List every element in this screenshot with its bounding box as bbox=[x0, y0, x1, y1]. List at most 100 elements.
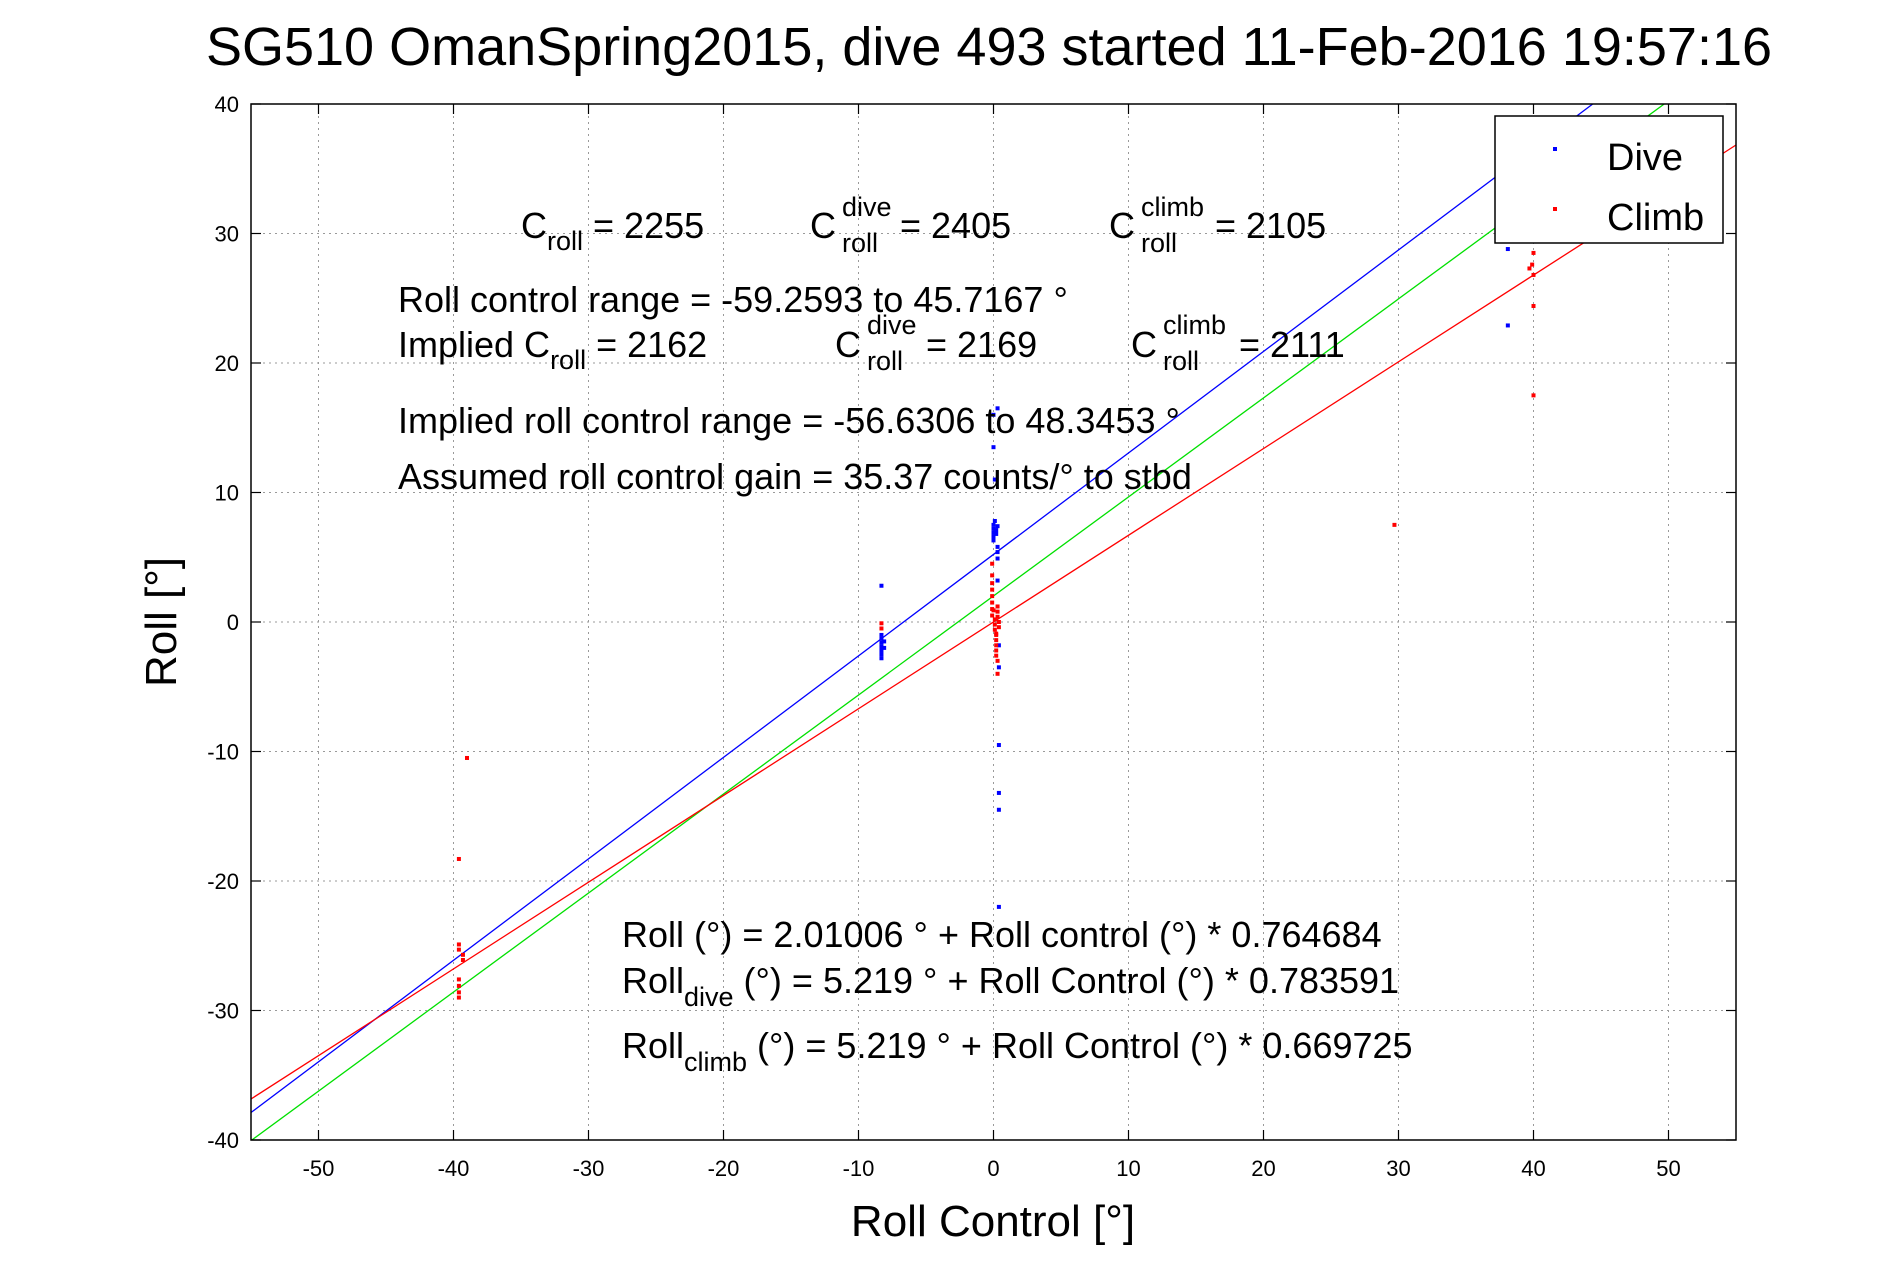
data-point bbox=[996, 643, 1001, 648]
data-point bbox=[990, 600, 995, 605]
data-points bbox=[456, 247, 1536, 1000]
legend-climb-marker bbox=[1553, 207, 1557, 211]
annotation-fit-dive-sub: dive bbox=[684, 982, 734, 1012]
data-point bbox=[456, 942, 461, 947]
data-point bbox=[991, 538, 996, 543]
series-climb bbox=[456, 250, 1536, 1000]
data-point bbox=[992, 518, 997, 523]
data-point bbox=[1531, 250, 1536, 255]
data-point bbox=[994, 653, 999, 658]
data-point bbox=[996, 743, 1001, 748]
data-point bbox=[456, 983, 461, 988]
x-tick-label: -10 bbox=[843, 1156, 875, 1181]
annotation-implied-c-roll-sub: roll bbox=[550, 345, 586, 375]
data-point bbox=[995, 658, 1000, 663]
data-point bbox=[1531, 304, 1536, 309]
annotation-implied-c-roll-text: = 2162 bbox=[586, 324, 707, 365]
series-dive bbox=[879, 247, 1510, 909]
y-tick-label: -30 bbox=[207, 999, 239, 1024]
data-point bbox=[990, 573, 995, 578]
x-tick-label: -20 bbox=[708, 1156, 740, 1181]
x-tick-label: 40 bbox=[1521, 1156, 1545, 1181]
data-point bbox=[992, 622, 997, 627]
data-point bbox=[990, 594, 995, 599]
y-tick-label: 30 bbox=[215, 222, 239, 247]
data-point bbox=[460, 952, 465, 957]
data-point bbox=[879, 640, 884, 645]
data-point bbox=[1527, 266, 1532, 271]
data-point bbox=[995, 406, 1000, 411]
x-tick-labels: -50 -40 -30 -20 -10 0 10 20 30 40 50 bbox=[303, 1156, 1681, 1181]
x-tick-label: 10 bbox=[1116, 1156, 1140, 1181]
annotation-implied-c-roll-dive-sup: dive bbox=[867, 310, 917, 340]
fit-line bbox=[250, 144, 1737, 1100]
data-point bbox=[990, 581, 995, 586]
y-tick-label: 10 bbox=[215, 481, 239, 506]
annotation-implied-c-roll-dive-main: C bbox=[835, 324, 861, 365]
data-point bbox=[882, 645, 887, 650]
y-tick-labels: -40 -30 -20 -10 0 10 20 30 40 bbox=[207, 92, 239, 1153]
data-point bbox=[995, 609, 1000, 614]
data-point bbox=[992, 477, 997, 482]
annotation-implied-c-roll-climb-sub: roll bbox=[1163, 346, 1199, 376]
plot-area bbox=[250, 103, 1737, 1141]
x-tick-label: 20 bbox=[1251, 1156, 1275, 1181]
annotation-fit-climb-sub: climb bbox=[684, 1047, 747, 1077]
data-point bbox=[456, 995, 461, 1000]
fit-line bbox=[251, 103, 1665, 1141]
annotation-c-roll: Croll = 2255 bbox=[521, 205, 704, 256]
legend-box bbox=[1494, 115, 1724, 244]
data-point bbox=[991, 530, 996, 535]
annotation-c-roll-main: C bbox=[521, 205, 547, 246]
data-point bbox=[879, 632, 884, 637]
data-point bbox=[879, 621, 884, 626]
data-point bbox=[991, 522, 996, 527]
data-point bbox=[879, 648, 884, 653]
annotation-c-roll-text: = 2255 bbox=[583, 205, 704, 246]
annotation-c-roll-dive-text: = 2405 bbox=[900, 205, 1011, 246]
data-point bbox=[456, 990, 461, 995]
annotation-c-roll-climb-sup: climb bbox=[1141, 192, 1204, 222]
legend-dive-label: Dive bbox=[1607, 137, 1683, 179]
data-point bbox=[995, 671, 1000, 676]
data-point bbox=[991, 412, 996, 417]
annotation-fit-dive-main: Roll bbox=[622, 960, 684, 1001]
data-point bbox=[995, 578, 1000, 583]
y-axis-label: Roll [°] bbox=[137, 557, 186, 687]
data-point bbox=[994, 631, 999, 636]
annotation-implied-c-roll-climb-text: = 2111 bbox=[1239, 324, 1345, 365]
annotation-c-roll-sub: roll bbox=[547, 226, 583, 256]
x-tick-label: -40 bbox=[438, 1156, 470, 1181]
annotation-c-roll-climb-text: = 2105 bbox=[1215, 205, 1326, 246]
data-point bbox=[995, 550, 1000, 555]
y-tick-label: 0 bbox=[227, 610, 239, 635]
annotation-c-roll-dive-main: C bbox=[810, 205, 836, 246]
annotation-implied-c-roll-dive-sub: roll bbox=[867, 346, 903, 376]
annotation-fit-all: Roll (°) = 2.01006 ° + Roll control (°) … bbox=[622, 914, 1382, 955]
data-point bbox=[996, 620, 1001, 624]
data-point bbox=[995, 604, 1000, 609]
data-point bbox=[990, 561, 995, 566]
annotation-fit-dive-text: (°) = 5.219 ° + Roll Control (°) * 0.783… bbox=[734, 960, 1400, 1001]
annotation-implied-range: Implied roll control range = -56.6306 to… bbox=[398, 400, 1180, 441]
fit-line bbox=[250, 103, 1594, 1114]
data-point bbox=[879, 644, 884, 649]
data-point bbox=[882, 639, 887, 644]
legend-dive-marker bbox=[1553, 147, 1557, 151]
data-point bbox=[1530, 262, 1535, 267]
data-point bbox=[996, 625, 1001, 630]
legend: Dive Climb bbox=[1494, 115, 1724, 244]
annotation-c-roll-dive-sub: roll bbox=[842, 228, 878, 258]
data-point bbox=[996, 790, 1001, 795]
annotation-implied-c-roll-main: Implied C bbox=[398, 324, 550, 365]
data-point bbox=[991, 608, 996, 613]
data-point bbox=[991, 526, 996, 531]
data-point bbox=[460, 957, 465, 962]
data-point bbox=[996, 807, 1001, 812]
data-point bbox=[990, 587, 995, 592]
data-point bbox=[995, 524, 1000, 529]
data-point bbox=[879, 636, 884, 641]
annotation-fit-climb-text: (°) = 5.219 ° + Roll Control (°) * 0.669… bbox=[747, 1025, 1413, 1066]
annotation-fit-climb: Rollclimb (°) = 5.219 ° + Roll Control (… bbox=[622, 1025, 1413, 1077]
